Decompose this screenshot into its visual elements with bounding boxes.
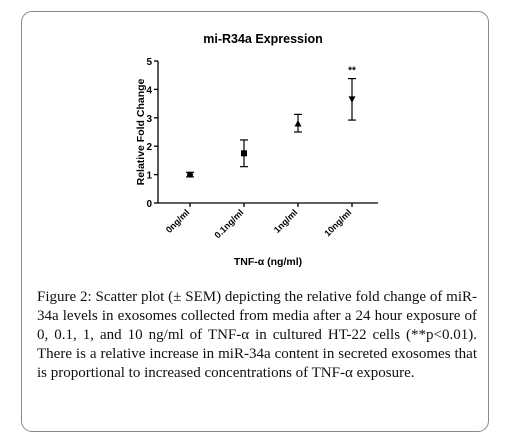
y-tick-label: 4 <box>146 85 152 96</box>
y-tick-label: 1 <box>146 171 152 182</box>
x-tick-label: 0ng/ml <box>164 207 192 235</box>
data-point <box>187 171 193 178</box>
caption-text: Scatter plot (± SEM) depicting the relat… <box>37 289 477 381</box>
y-tick-label: 5 <box>146 57 152 68</box>
figure-frame <box>21 11 489 432</box>
x-axis-ticks: 0ng/ml 0.1ng/ml 1ng/ml 10ng/ml <box>164 203 353 240</box>
figure-caption: Figure 2: Scatter plot (± SEM) depicting… <box>37 288 477 383</box>
significance-annotation: ** <box>348 66 356 77</box>
y-tick-label: 0 <box>146 199 152 210</box>
data-points: ** <box>186 66 356 178</box>
x-tick-label: 0.1ng/ml <box>213 207 246 240</box>
y-axis-ticks: 0 1 2 3 4 5 <box>146 57 158 210</box>
data-point <box>241 150 247 157</box>
caption-label: Figure 2: <box>37 289 92 305</box>
x-axis-label: TNF-α (ng/ml) <box>234 256 302 268</box>
y-tick-label: 3 <box>146 114 152 125</box>
data-point <box>348 96 356 103</box>
chart-title: mi-R34a Expression <box>203 32 323 46</box>
data-point <box>294 119 302 127</box>
y-tick-label: 2 <box>146 142 152 153</box>
x-tick-label: 1ng/ml <box>272 207 300 235</box>
scatter-chart: mi-R34a Expression 0 1 2 3 4 5 0ng/ml 0.1ng/ml… <box>135 32 378 268</box>
y-axis-label: Relative Fold Change <box>135 78 147 185</box>
x-tick-label: 10ng/ml <box>322 207 353 238</box>
